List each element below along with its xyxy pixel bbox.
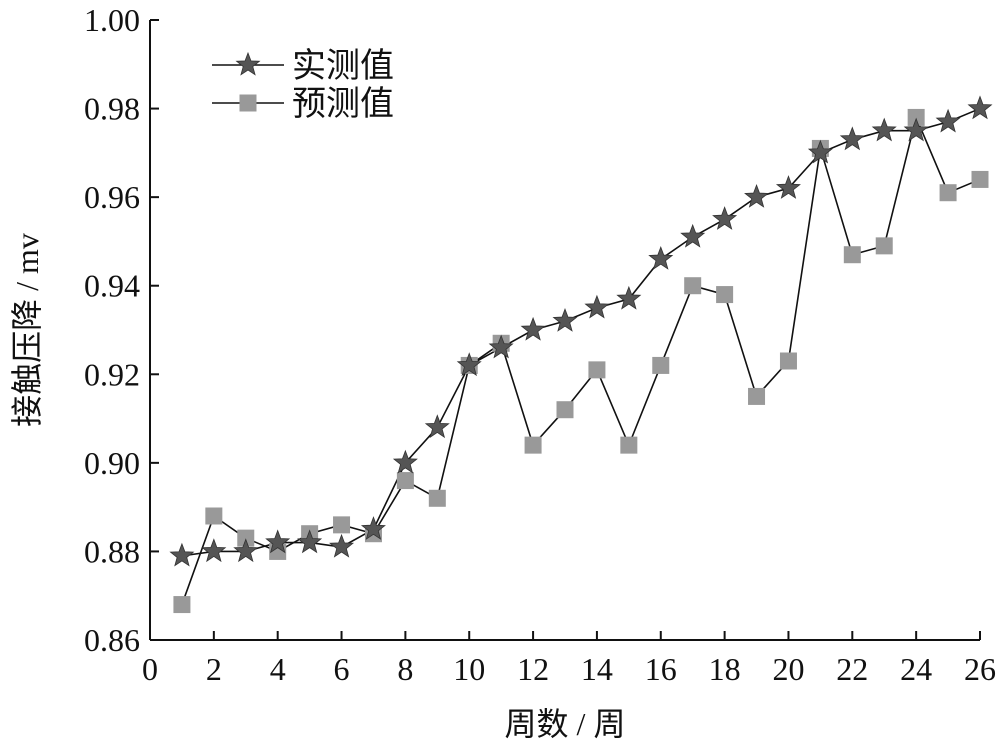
x-tick-label: 24 bbox=[900, 651, 932, 687]
x-tick-label: 10 bbox=[453, 651, 485, 687]
data-point-series-1 bbox=[392, 449, 418, 474]
data-point-series-1 bbox=[265, 529, 291, 554]
x-tick-label: 2 bbox=[206, 651, 222, 687]
data-point-series-2 bbox=[556, 401, 574, 419]
legend-marker-series-2 bbox=[239, 94, 257, 112]
data-point-series-1 bbox=[552, 307, 578, 332]
x-tick-label: 20 bbox=[772, 651, 804, 687]
data-point-series-1 bbox=[424, 414, 450, 439]
legend-label-series-1: 实测值 bbox=[292, 47, 394, 85]
x-tick-label: 14 bbox=[581, 651, 613, 687]
data-point-series-1 bbox=[488, 334, 514, 359]
data-point-series-1 bbox=[935, 108, 961, 133]
legend-sample-series-1 bbox=[212, 51, 284, 76]
data-point-series-2 bbox=[652, 356, 670, 374]
x-tick-label: 18 bbox=[709, 651, 741, 687]
x-tick-label: 8 bbox=[397, 651, 413, 687]
data-point-series-1 bbox=[520, 316, 546, 341]
data-point-series-2 bbox=[875, 237, 893, 255]
data-point-series-2 bbox=[939, 184, 957, 202]
data-point-series-1 bbox=[648, 245, 674, 270]
data-point-series-2 bbox=[907, 108, 925, 126]
data-point-series-2 bbox=[748, 387, 766, 405]
data-point-series-2 bbox=[620, 436, 638, 454]
plot-markers bbox=[169, 95, 993, 614]
legend-marker-series-1 bbox=[235, 51, 261, 76]
data-point-series-1 bbox=[584, 294, 610, 319]
y-tick-label: 0.94 bbox=[84, 268, 140, 304]
data-point-series-2 bbox=[428, 489, 446, 507]
y-tick-label: 0.88 bbox=[84, 533, 140, 569]
data-point-series-1 bbox=[329, 533, 355, 558]
axes bbox=[149, 20, 980, 641]
data-point-series-1 bbox=[233, 538, 259, 563]
legend: 实测值 预测值 bbox=[212, 47, 394, 123]
y-tick-label: 0.98 bbox=[84, 91, 140, 127]
x-tick-label: 4 bbox=[270, 651, 286, 687]
data-point-series-1 bbox=[712, 206, 738, 230]
data-point-series-1 bbox=[775, 175, 801, 199]
y-axis-title: 接触压降 / mv bbox=[9, 233, 45, 427]
data-point-series-2 bbox=[333, 516, 351, 534]
data-point-series-1 bbox=[616, 285, 642, 310]
data-point-series-2 bbox=[716, 286, 734, 304]
y-tick-label: 0.96 bbox=[84, 179, 140, 215]
legend-label-series-2: 预测值 bbox=[292, 85, 394, 123]
x-tick-label: 26 bbox=[964, 651, 996, 687]
data-point-series-1 bbox=[839, 126, 865, 151]
x-axis-title: 周数 / 周 bbox=[505, 706, 626, 742]
data-point-series-1 bbox=[903, 117, 929, 142]
data-point-series-1 bbox=[297, 529, 323, 554]
x-tick-label: 22 bbox=[836, 651, 868, 687]
x-tick-label: 12 bbox=[517, 651, 549, 687]
data-point-series-2 bbox=[779, 352, 797, 370]
data-point-series-2 bbox=[588, 361, 606, 379]
data-point-series-1 bbox=[456, 352, 482, 377]
data-point-series-1 bbox=[744, 183, 770, 208]
x-tick-label: 16 bbox=[645, 651, 677, 687]
data-point-series-2 bbox=[396, 472, 414, 490]
legend-sample-series-2 bbox=[212, 94, 284, 112]
y-tick-label: 1.00 bbox=[84, 2, 140, 38]
x-tick-label: 6 bbox=[334, 651, 350, 687]
y-tick-label: 0.90 bbox=[84, 445, 140, 481]
data-point-series-2 bbox=[524, 436, 542, 454]
data-point-series-1 bbox=[360, 516, 386, 540]
data-point-series-1 bbox=[169, 542, 195, 567]
data-point-series-2 bbox=[237, 529, 255, 547]
x-tick-label: 0 bbox=[142, 651, 158, 687]
data-point-series-2 bbox=[205, 507, 223, 525]
series-line-1 bbox=[181, 107, 981, 557]
y-tick-label: 0.86 bbox=[84, 622, 140, 658]
data-point-series-1 bbox=[807, 139, 833, 164]
data-point-series-1 bbox=[871, 117, 897, 142]
data-point-series-1 bbox=[680, 223, 706, 248]
data-point-series-1 bbox=[201, 538, 227, 563]
y-tick-label: 0.92 bbox=[84, 356, 140, 392]
data-point-series-2 bbox=[684, 277, 702, 295]
data-point-series-1 bbox=[967, 95, 993, 120]
data-point-series-2 bbox=[971, 170, 989, 188]
data-point-series-2 bbox=[173, 596, 191, 614]
ticks: 0 2 4 6 8 10 12 14 16 18 20 22 24 260.860.880.900.920… bbox=[84, 2, 996, 687]
data-point-series-2 bbox=[843, 246, 861, 264]
